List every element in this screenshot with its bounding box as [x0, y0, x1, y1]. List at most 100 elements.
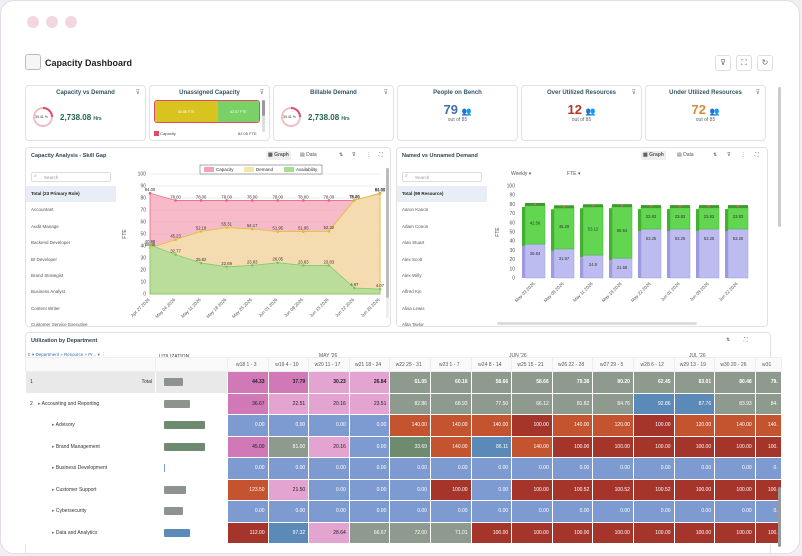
- value-cell[interactable]: 83.01: [673, 371, 716, 394]
- resource-list-item[interactable]: Total (99 Resource): [397, 186, 487, 203]
- value-cell[interactable]: 100.00: [673, 435, 716, 458]
- role-list-item[interactable]: Audit Manage: [31, 223, 59, 229]
- value-cell[interactable]: 100.00: [470, 521, 513, 544]
- value-cell[interactable]: 72.00: [389, 521, 431, 544]
- value-cell[interactable]: 62.45: [632, 371, 675, 394]
- table-row[interactable]: ▸ Advisory 0.00 0.00 0.00 0.00 140.00 140.00 14…: [25, 414, 782, 437]
- resource-list-item[interactable]: Alita Taylor: [402, 322, 424, 327]
- role-list-item[interactable]: Backend Developer: [31, 240, 71, 246]
- row-label-cell[interactable]: ▸ Customer Support: [25, 478, 156, 501]
- department-dropdown[interactable]: ⇕ ▾ Department » Resource » Pr... ▾ ⋮: [27, 352, 106, 357]
- filter-icon[interactable]: ⊽: [352, 152, 356, 158]
- value-cell[interactable]: 0.00: [714, 457, 756, 480]
- value-cell[interactable]: 100.00: [714, 521, 756, 544]
- more-icon[interactable]: ⋮: [741, 152, 746, 158]
- data-tab[interactable]: ▤ Data: [300, 152, 317, 158]
- value-cell[interactable]: 0.00: [470, 478, 513, 501]
- value-cell[interactable]: 0.00: [714, 500, 756, 523]
- value-cell[interactable]: 0.00: [227, 457, 269, 480]
- value-cell[interactable]: 0.00: [308, 457, 350, 480]
- value-cell[interactable]: 100.00: [714, 478, 756, 501]
- resource-list-item[interactable]: Adam Conon: [402, 223, 429, 229]
- value-cell[interactable]: 23.51: [348, 392, 391, 415]
- expand-icon[interactable]: ⛶: [755, 152, 759, 158]
- value-cell[interactable]: 0.00: [551, 457, 594, 480]
- period-select[interactable]: Weekly ▾: [511, 171, 532, 177]
- expand-icon[interactable]: ⛶: [744, 337, 748, 343]
- value-cell[interactable]: 0.00: [227, 500, 269, 523]
- value-cell[interactable]: 100.00: [592, 435, 634, 458]
- value-cell[interactable]: 100.00: [511, 521, 553, 544]
- value-cell[interactable]: 0.00: [592, 457, 634, 480]
- value-cell[interactable]: 100.: [754, 435, 782, 458]
- card-people-on-bench[interactable]: People on Bench 79 👥 out of 85: [397, 85, 518, 141]
- value-cell[interactable]: 0.00: [308, 478, 350, 501]
- value-cell[interactable]: 0.00: [389, 500, 431, 523]
- role-list-item[interactable]: Accountant: [31, 207, 54, 213]
- value-cell[interactable]: 123.50: [227, 478, 269, 501]
- value-cell[interactable]: 71.01: [429, 521, 472, 544]
- role-list-item[interactable]: Content Writer: [31, 305, 60, 311]
- table-row[interactable]: 2 ▸ Accounting and Reporting 36.67 22.51 20.…: [25, 392, 782, 415]
- value-cell[interactable]: 83.93: [714, 392, 756, 415]
- value-cell[interactable]: 100.00: [592, 521, 634, 544]
- value-cell[interactable]: 82.86: [389, 392, 431, 415]
- value-cell[interactable]: 0.00: [511, 457, 553, 480]
- row-label-cell[interactable]: ▸ Business Development: [25, 457, 156, 480]
- value-cell[interactable]: 100.00: [429, 478, 472, 501]
- value-cell[interactable]: 33.69: [389, 435, 431, 458]
- value-cell[interactable]: 100.00: [632, 414, 675, 437]
- table-row[interactable]: ▸ Brand Management 45.00 81.00 20.16 0.00 33.…: [25, 435, 782, 458]
- value-cell[interactable]: 0.00: [389, 478, 431, 501]
- value-cell[interactable]: 0.00: [470, 457, 513, 480]
- expand-arrow-icon[interactable]: ▸: [52, 443, 56, 450]
- resource-list-item[interactable]: Alisa Lewis: [402, 305, 425, 311]
- graph-tab[interactable]: ▦ Graph: [641, 151, 666, 160]
- value-cell[interactable]: 140.00: [470, 414, 513, 437]
- value-cell[interactable]: 140.00: [511, 435, 553, 458]
- value-cell[interactable]: 36.67: [227, 392, 269, 415]
- row-label-cell[interactable]: 1 Total: [25, 371, 156, 394]
- value-cell[interactable]: 0.00: [348, 457, 391, 480]
- value-cell[interactable]: 100.52: [551, 478, 594, 501]
- value-cell[interactable]: 100.00: [673, 521, 716, 544]
- value-cell[interactable]: 0.00: [227, 414, 269, 437]
- expand-arrow-icon[interactable]: ▸: [52, 508, 56, 515]
- filter-icon[interactable]: ⊽: [715, 55, 731, 71]
- role-list-item[interactable]: Customer Service Executive: [31, 322, 88, 327]
- value-cell[interactable]: 28.64: [308, 521, 350, 544]
- value-cell[interactable]: 0.00: [551, 500, 594, 523]
- sort-icon[interactable]: ⇅: [713, 152, 718, 158]
- value-cell[interactable]: 0.00: [389, 457, 431, 480]
- graph-tab[interactable]: ▦ Graph: [266, 151, 291, 160]
- value-cell[interactable]: 0.00: [673, 500, 716, 523]
- value-cell[interactable]: 0.00: [348, 478, 391, 501]
- value-cell[interactable]: 61.05: [389, 371, 431, 394]
- resource-list-item[interactable]: Alex Scott: [402, 256, 423, 262]
- value-cell[interactable]: 58.66: [511, 371, 553, 394]
- value-cell[interactable]: 100.00: [714, 435, 756, 458]
- value-cell[interactable]: 68.93: [429, 392, 472, 415]
- data-tab[interactable]: ▤ Data: [677, 152, 694, 158]
- value-cell[interactable]: 120.00: [673, 414, 716, 437]
- role-list-item[interactable]: BI Developer: [31, 256, 58, 262]
- value-cell[interactable]: 100.00: [632, 521, 675, 544]
- value-cell[interactable]: 0.00: [470, 500, 513, 523]
- card-billable-demand[interactable]: Billable Demand ⊽ 39.41 % 2,738.08 Hrs: [273, 85, 394, 141]
- card-capacity-vs-demand[interactable]: Capacity vs Demand ⊽ 39.41 % 2,738.08 Hr…: [25, 85, 146, 141]
- value-cell[interactable]: 120.00: [592, 414, 634, 437]
- search-input[interactable]: Search: [31, 172, 111, 182]
- value-cell[interactable]: 92.86: [632, 392, 675, 415]
- value-cell[interactable]: 81.00: [267, 435, 310, 458]
- value-cell[interactable]: 77.50: [470, 392, 513, 415]
- value-cell[interactable]: 100.: [754, 478, 782, 501]
- value-cell[interactable]: 140.: [754, 414, 782, 437]
- value-cell[interactable]: 100.00: [632, 435, 675, 458]
- value-cell[interactable]: 87.76: [673, 392, 716, 415]
- table-row[interactable]: ▸ Data and Analytics 112.00 97.32 28.64 66.6…: [25, 521, 782, 544]
- row-label-cell[interactable]: ▸ Brand Management: [25, 435, 156, 458]
- value-cell[interactable]: 0.00: [267, 457, 310, 480]
- value-cell[interactable]: 26.84: [348, 371, 391, 394]
- search-input[interactable]: Search: [402, 172, 482, 182]
- value-cell[interactable]: 0.00: [632, 457, 675, 480]
